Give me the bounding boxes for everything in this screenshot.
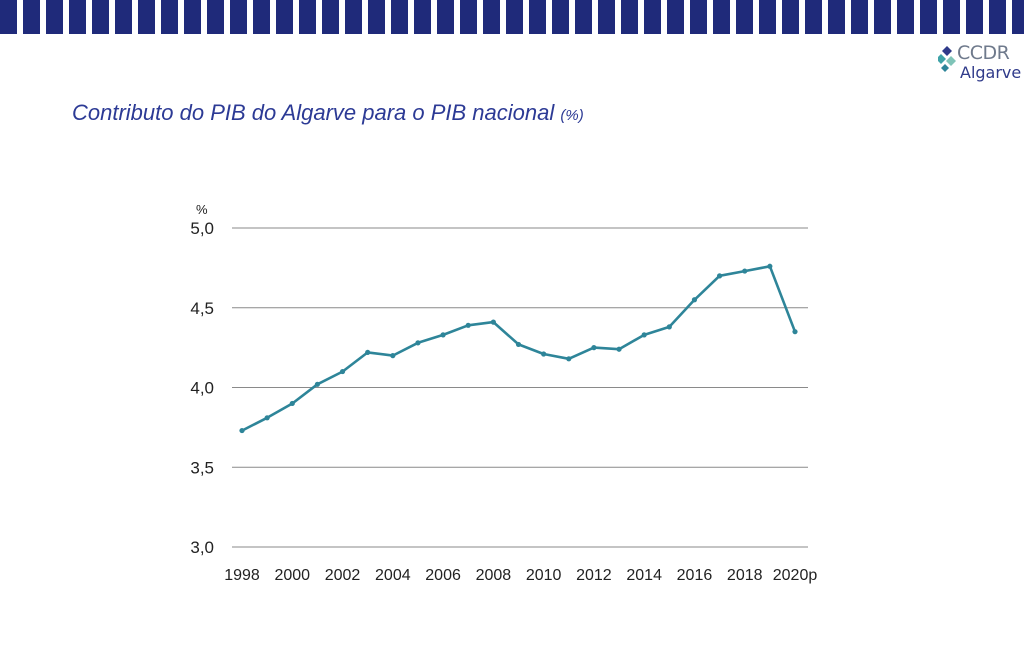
y-axis-tick-labels: 3,0 3,5 4,0 4,5 5,0 <box>190 219 214 557</box>
data-point <box>566 356 572 362</box>
page-title: Contributo do PIB do Algarve para o PIB … <box>72 100 584 126</box>
data-point <box>515 341 522 348</box>
header-stripe-band <box>0 0 1024 34</box>
data-point <box>591 345 597 351</box>
data-point <box>415 340 421 346</box>
data-point <box>490 319 496 325</box>
data-point <box>742 268 748 274</box>
logo-mark-icon <box>938 46 956 72</box>
x-tick-label: 2000 <box>274 567 310 584</box>
x-tick-label: 2020p <box>773 567 818 584</box>
data-point <box>541 351 547 357</box>
data-point <box>691 297 698 303</box>
y-tick-label: 4,0 <box>190 379 214 398</box>
x-axis-tick-labels: 1998 2000 2002 2004 2006 2008 2010 2012 2014 2016… <box>224 567 817 584</box>
data-point <box>666 324 672 330</box>
x-tick-label: 2016 <box>677 567 713 584</box>
title-text: Contributo do PIB do Algarve para o PIB … <box>72 100 555 125</box>
x-tick-label: 1998 <box>224 567 260 584</box>
y-tick-label: 3,0 <box>190 538 214 557</box>
data-point <box>390 353 396 359</box>
y-tick-label: 4,5 <box>190 299 214 318</box>
y-axis-unit-label: % <box>196 202 208 217</box>
series-markers <box>239 263 798 434</box>
data-point <box>792 329 798 335</box>
y-tick-label: 5,0 <box>190 219 214 238</box>
data-point <box>616 346 622 352</box>
data-point <box>716 273 723 279</box>
x-tick-label: 2006 <box>425 567 461 584</box>
x-tick-label: 2008 <box>476 567 512 584</box>
data-point <box>641 332 647 338</box>
x-tick-label: 2012 <box>576 567 612 584</box>
gridlines <box>232 227 808 548</box>
x-tick-label: 2002 <box>325 567 361 584</box>
data-point <box>264 415 270 421</box>
logo-text-ccdr: CCDR <box>957 42 1010 64</box>
logo-text-algarve: Algarve <box>960 63 1022 82</box>
x-tick-label: 2018 <box>727 567 763 584</box>
data-point <box>440 332 446 338</box>
ccdr-algarve-logo: CCDR Algarve <box>938 42 1022 86</box>
x-tick-label: 2010 <box>526 567 562 584</box>
x-tick-label: 2004 <box>375 567 411 584</box>
title-unit: (%) <box>560 107 584 124</box>
y-tick-label: 3,5 <box>190 458 214 477</box>
data-point <box>289 400 295 407</box>
data-point <box>339 368 346 375</box>
data-point <box>314 381 321 387</box>
data-point <box>465 322 471 328</box>
data-point <box>239 427 245 434</box>
series-line <box>241 265 797 432</box>
data-point <box>365 349 371 356</box>
x-tick-label: 2014 <box>626 567 662 584</box>
data-point <box>767 263 773 269</box>
